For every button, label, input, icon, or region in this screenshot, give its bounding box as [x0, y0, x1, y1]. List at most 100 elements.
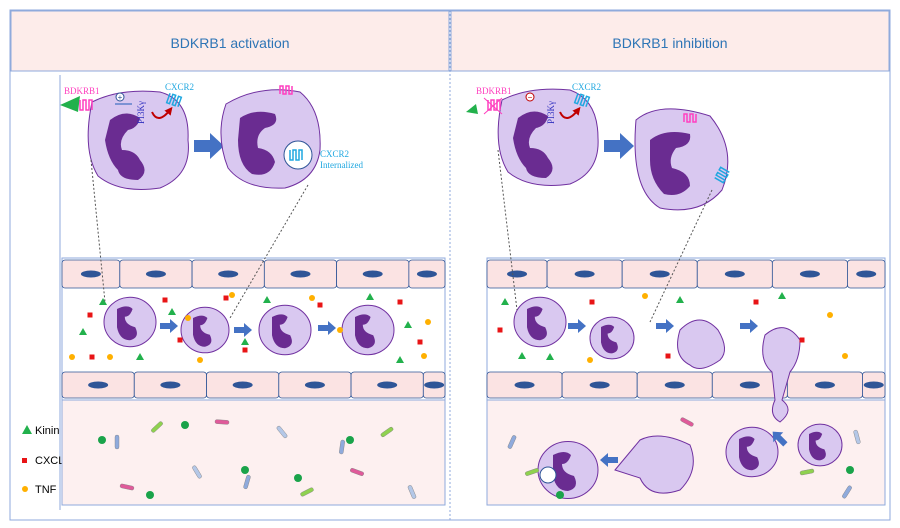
sign: − — [528, 93, 533, 102]
nucleus — [513, 111, 553, 178]
cell-membrane — [220, 89, 321, 189]
zoom-line — [229, 184, 309, 319]
cxcr2-receptor-icon — [714, 166, 730, 184]
endothelial-nucleus — [80, 270, 101, 278]
endothelial-nucleus — [649, 270, 670, 278]
bacterium — [380, 426, 394, 438]
bacterium — [300, 487, 314, 497]
kinin-icon — [396, 356, 404, 363]
right-inhibited-neutrophil: BDKRB1 CXCR2 − PI3Kγ — [466, 82, 601, 186]
green-particle — [346, 436, 354, 444]
green-particle — [846, 466, 854, 474]
cxcl1-icon — [317, 302, 323, 308]
pi3k-label: PI3Kγ — [546, 101, 556, 124]
right-title: BDKRB1 inhibition — [612, 35, 727, 51]
bacterium — [853, 429, 861, 445]
endothelial-nucleus — [145, 270, 166, 278]
kinin-icon — [518, 352, 526, 359]
legend-kinin: Kinin — [35, 425, 59, 437]
nucleus — [238, 111, 277, 175]
bacterium — [214, 419, 230, 425]
green-particle — [98, 436, 106, 444]
endothelial-nucleus — [218, 270, 239, 278]
migration-arrow — [318, 321, 336, 335]
tnf-icon — [69, 354, 75, 360]
endosome — [283, 140, 313, 170]
tnf-icon — [842, 353, 848, 359]
endothelial-nucleus — [416, 270, 437, 278]
migration-arrow — [656, 319, 674, 333]
bacterium — [525, 468, 539, 476]
endothelial-nucleus — [88, 381, 109, 389]
tnf-icon — [587, 357, 593, 363]
bacterium — [151, 421, 163, 433]
activation-arrow — [151, 106, 173, 119]
left-title: BDKRB1 activation — [170, 35, 289, 51]
nucleus — [527, 306, 547, 341]
endothelial-nucleus — [507, 270, 528, 278]
kinin-icon — [778, 292, 786, 299]
transmigrating-neutrophil — [762, 327, 801, 423]
kinin-ligand-icon — [60, 96, 80, 112]
cxcl1-legend-icon — [22, 458, 27, 463]
bacterium — [407, 485, 417, 499]
zoom-line — [649, 189, 713, 323]
nucleus — [117, 306, 137, 341]
cxcr2-label: CXCR2 — [572, 82, 601, 92]
cxcl1-icon — [223, 295, 229, 301]
cxcl1-icon — [87, 312, 93, 318]
tnf-icon — [337, 327, 343, 333]
bacterium — [119, 483, 135, 491]
cxcr2-receptor-icon — [165, 92, 183, 108]
endothelial-nucleus — [290, 270, 311, 278]
bacterium — [339, 439, 345, 455]
right-surface-cxcr2-neutrophil — [634, 108, 730, 211]
bacterium — [276, 425, 288, 439]
bacterium — [350, 468, 364, 476]
bacterium — [507, 435, 517, 449]
migration-arrow — [600, 453, 618, 467]
cxcl1-icon — [242, 347, 248, 353]
cxcl1-icon — [665, 353, 671, 359]
bacterium — [799, 468, 815, 476]
tnf-icon — [421, 353, 427, 359]
endothelial-nucleus — [799, 270, 820, 278]
endothelial-nucleus — [814, 381, 835, 389]
tnf-icon — [107, 354, 113, 360]
nucleus — [739, 436, 759, 471]
cxcl1-icon — [417, 339, 423, 345]
kinin-icon — [263, 296, 271, 303]
kinin-icon — [676, 296, 684, 303]
endothelial-nucleus — [739, 381, 760, 389]
endothelial-nucleus — [424, 381, 445, 389]
internalized-cxcr2-icon — [289, 149, 303, 161]
migration-arrow — [740, 319, 758, 333]
cxcl1-icon — [397, 299, 403, 305]
migrating-neutrophil — [677, 319, 725, 370]
bacterium — [114, 434, 120, 450]
cell-membrane — [634, 108, 729, 211]
kinin-icon — [546, 353, 554, 360]
cxcl1-icon — [89, 354, 95, 360]
cxcr2-label: CXCR2 — [165, 82, 194, 92]
bdkrb1-receptor-icon — [683, 113, 697, 123]
kinin-icon — [366, 293, 374, 300]
green-particle — [146, 491, 154, 499]
cxcl1-icon — [162, 297, 168, 303]
nucleus — [105, 113, 145, 180]
endothelial-nucleus — [304, 381, 325, 389]
kinin-icon — [241, 338, 249, 345]
nucleus — [193, 315, 212, 347]
legend-tnf: TNF — [35, 484, 57, 496]
bdkrb1-receptor-icon — [279, 85, 293, 95]
internalized-label-1: CXCR2 — [320, 149, 349, 159]
bdkrb1-label: BDKRB1 — [64, 86, 100, 96]
migration-arrow — [160, 319, 178, 333]
kinin-icon — [79, 328, 87, 335]
cxcl1-icon — [497, 327, 503, 333]
kinin-icon — [501, 298, 509, 305]
kinin-icon — [99, 298, 107, 305]
legend: Kinin CXCL1 TNF — [22, 75, 70, 510]
bacterium — [842, 485, 852, 499]
endothelial-nucleus — [160, 381, 181, 389]
